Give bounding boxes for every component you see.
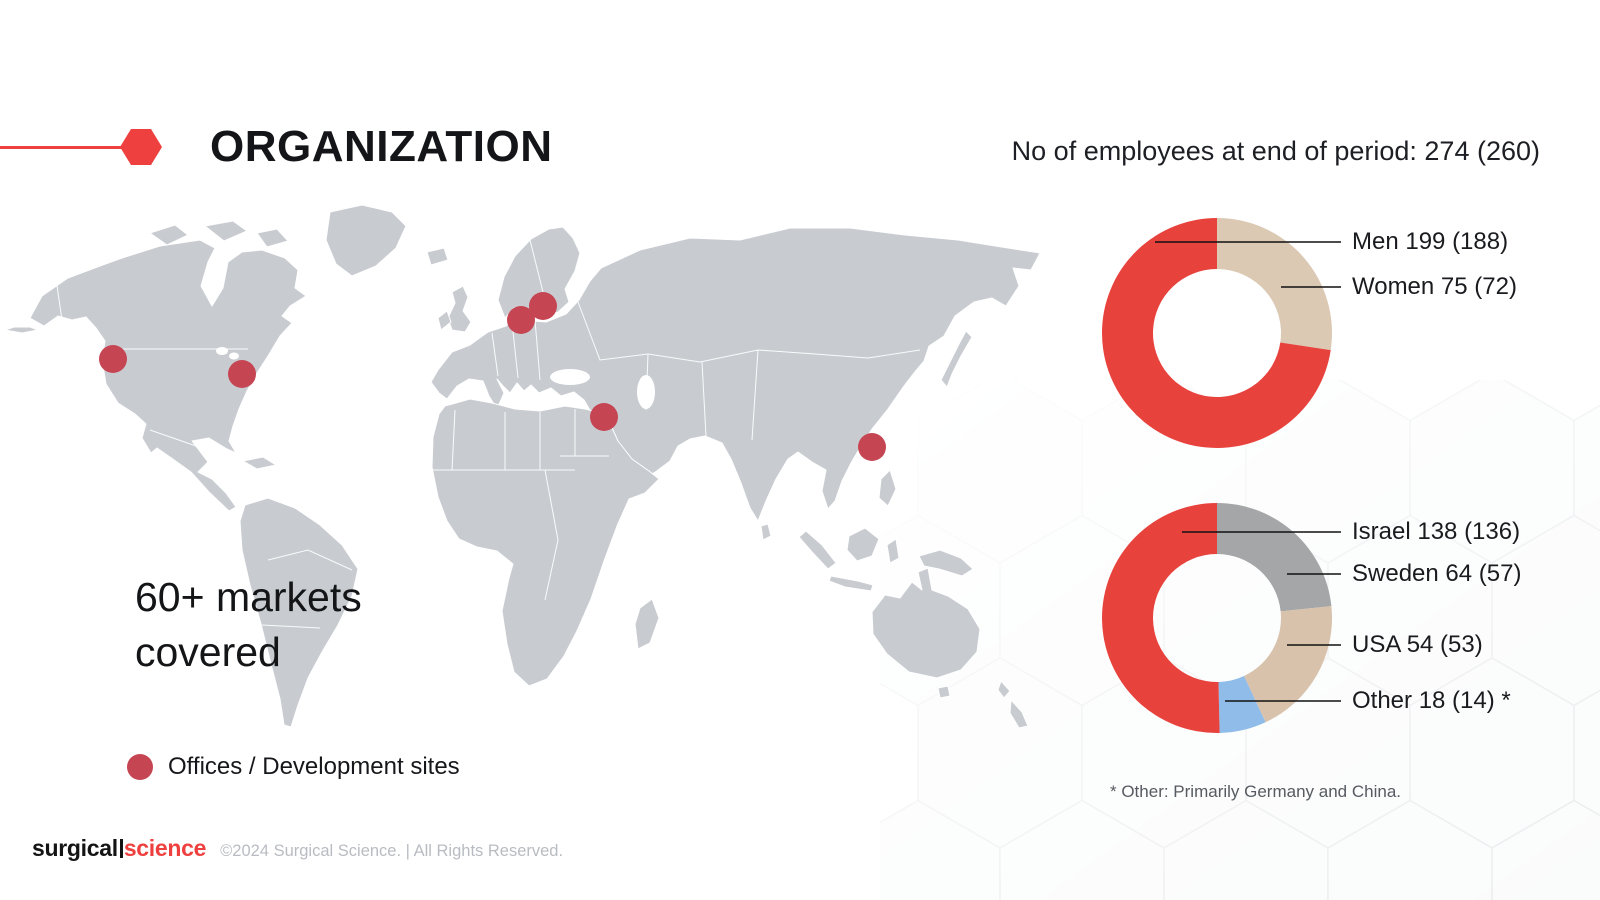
- continent-africa: [431, 398, 660, 687]
- office-site-marker-4: [529, 292, 557, 320]
- arctic-island-3: [256, 228, 289, 248]
- new-zealand-south: [1009, 699, 1029, 729]
- hex-cell: [1491, 799, 1600, 900]
- continent-south-america: [239, 497, 359, 728]
- new-zealand-north: [997, 680, 1011, 699]
- continent-australia: [871, 567, 981, 679]
- sulawesi: [886, 538, 900, 564]
- hex-cell: [1573, 689, 1600, 817]
- ireland: [437, 310, 452, 331]
- borneo: [846, 527, 880, 562]
- office-site-marker-1: [99, 345, 127, 373]
- continent-eurasia: [430, 227, 1041, 522]
- japan: [940, 330, 973, 388]
- continent-greenland: [325, 204, 407, 277]
- hex-cell: [1573, 404, 1600, 532]
- office-site-marker-2: [228, 360, 256, 388]
- cuba: [242, 456, 277, 470]
- tasmania: [937, 685, 951, 699]
- madagascar: [634, 598, 660, 650]
- country-borders: [54, 239, 921, 629]
- office-site-marker-6: [858, 433, 886, 461]
- philippines: [878, 469, 897, 507]
- java: [828, 575, 874, 592]
- office-site-markers: [99, 292, 886, 461]
- office-site-marker-3: [507, 306, 535, 334]
- continent-north-america: [29, 239, 307, 512]
- iceland: [426, 247, 449, 266]
- sumatra: [798, 530, 837, 570]
- sri-lanka: [760, 523, 772, 541]
- great-britain: [447, 285, 472, 333]
- aleutian-islands: [4, 326, 39, 334]
- arctic-island-1: [149, 224, 189, 246]
- arctic-island-2: [204, 220, 248, 242]
- inland-seas: [216, 347, 655, 409]
- office-site-marker-5: [590, 403, 618, 431]
- new-guinea: [918, 549, 974, 577]
